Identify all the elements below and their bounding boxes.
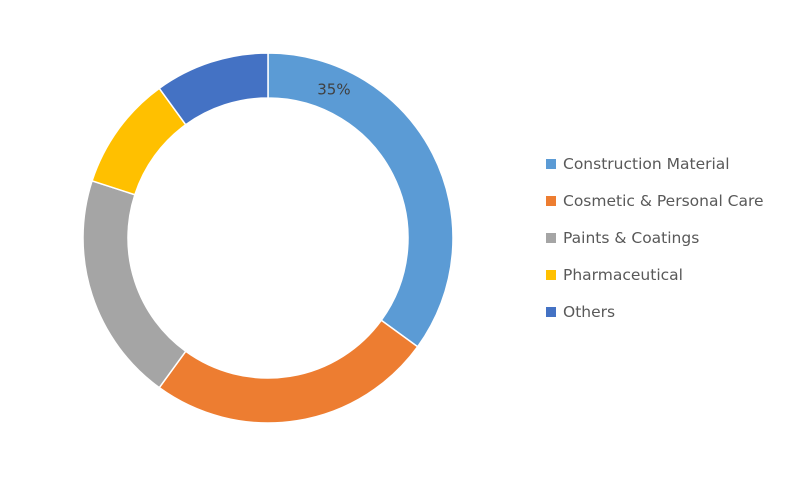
legend-item-paints-coatings: Paints & Coatings [546,226,764,250]
legend-swatch [546,307,556,317]
donut-slice-paints-coatings [82,179,187,389]
legend-item-pharmaceutical: Pharmaceutical [546,263,764,287]
legend-label: Construction Material [563,155,730,173]
legend-label: Paints & Coatings [563,229,700,247]
donut-slice-cosmetic-personal-care [158,319,419,424]
donut-slice-others [158,52,269,126]
chart-legend: Construction Material Cosmetic & Personal… [546,152,764,324]
legend-swatch [546,196,556,206]
legend-label: Cosmetic & Personal Care [563,192,764,210]
legend-swatch [546,159,556,169]
legend-item-cosmetic-personal-care: Cosmetic & Personal Care [546,189,764,213]
data-label-construction-material: 35% [317,80,350,98]
legend-item-others: Others [546,300,764,324]
legend-swatch [546,233,556,243]
legend-label: Others [563,303,616,321]
donut-slice-construction-material [267,52,454,348]
legend-label: Pharmaceutical [563,266,683,284]
legend-swatch [546,270,556,280]
legend-item-construction-material: Construction Material [546,152,764,176]
